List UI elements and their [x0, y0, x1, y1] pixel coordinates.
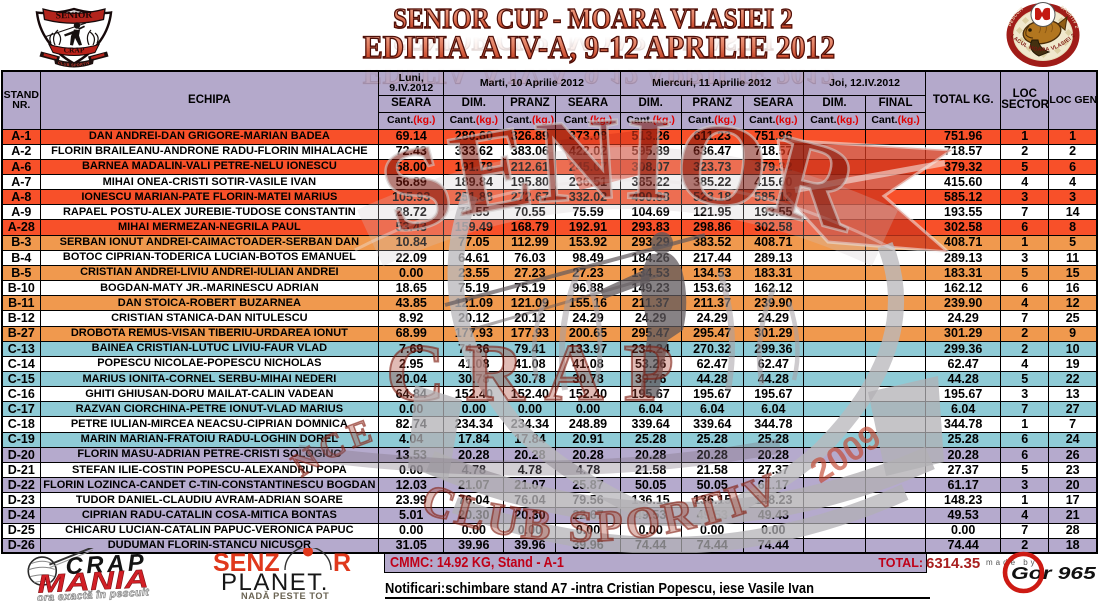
- svg-text:SENIOR: SENIOR: [56, 11, 93, 22]
- svg-text:MANIA: MANIA: [37, 565, 150, 599]
- svg-text:CRAP: CRAP: [64, 46, 85, 55]
- svg-text:PLANET.: PLANET.: [221, 569, 329, 596]
- svg-text:CRAP: CRAP: [65, 549, 148, 580]
- svg-text:NADĂ PESTE TOT: NADĂ PESTE TOT: [241, 591, 329, 601]
- svg-text:CLUB SPORTIV: CLUB SPORTIV: [57, 61, 90, 68]
- svg-text:R: R: [333, 549, 351, 577]
- svg-text:SENZ: SENZ: [213, 549, 280, 577]
